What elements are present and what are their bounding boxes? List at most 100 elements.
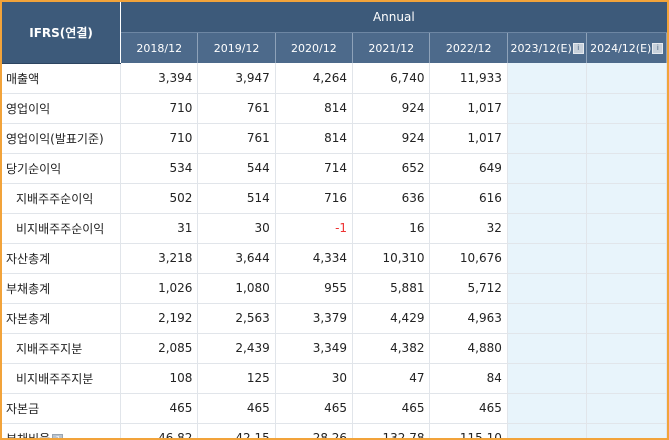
value-cell: 649 [429, 153, 508, 184]
info-icon[interactable]: i [572, 43, 584, 54]
value-cell: 11,933 [429, 63, 508, 94]
ifrs-header: IFRS(연결) [2, 2, 122, 64]
row-label-text: 영업이익 [6, 101, 51, 116]
row-label-text: 당기순이익 [6, 161, 62, 176]
estimate-cell [507, 393, 588, 424]
value-cell: 4,382 [352, 333, 431, 364]
estimate-cell [586, 183, 667, 214]
year-header-2019: 2019/12 [197, 32, 276, 63]
row-label-text: 부채총계 [6, 281, 51, 296]
value-cell: 16 [352, 213, 431, 244]
estimate-cell [507, 93, 588, 124]
row-label-text: 자산총계 [6, 251, 51, 266]
value-cell: 814 [275, 123, 354, 154]
row-label: 영업이익 [2, 93, 122, 124]
value-cell: 534 [120, 153, 199, 184]
value-cell: 4,264 [275, 63, 354, 94]
year-label: 2023/12(E) [510, 41, 572, 55]
row-label: 당기순이익 [2, 153, 122, 184]
value-cell: 10,676 [429, 243, 508, 274]
estimate-cell [586, 393, 667, 424]
table-row: 매출액 3,394 3,947 4,264 6,740 11,933 [2, 63, 667, 94]
table-row: 영업이익(발표기준) 710 761 814 924 1,017 [2, 123, 667, 154]
row-label-text: 매출액 [6, 71, 40, 86]
info-icon[interactable]: i [652, 43, 664, 54]
year-header-2020: 2020/12 [275, 32, 354, 63]
value-cell: 4,880 [429, 333, 508, 364]
estimate-cell [507, 423, 588, 438]
value-cell: 636 [352, 183, 431, 214]
value-cell: 3,947 [197, 63, 276, 94]
estimate-cell [586, 363, 667, 394]
row-label: 부채총계 [2, 273, 122, 304]
year-header-2022: 2022/12 [429, 32, 508, 63]
estimate-cell [507, 153, 588, 184]
value-cell: 4,963 [429, 303, 508, 334]
estimate-cell [507, 363, 588, 394]
table-row: 부채총계 1,026 1,080 955 5,881 5,712 [2, 273, 667, 304]
row-label-text: 영업이익(발표기준) [6, 131, 104, 146]
value-cell: -1 [275, 213, 354, 244]
year-label: 2022/12 [445, 41, 492, 55]
value-cell: 2,085 [120, 333, 199, 364]
value-cell: 1,080 [197, 273, 276, 304]
value-cell: 30 [197, 213, 276, 244]
table-row: 부채비율? 46.82 42.15 28.26 132.78 115.10 [2, 423, 667, 438]
table-row: 비지배주주지분 108 125 30 47 84 [2, 363, 667, 394]
value-cell: 652 [352, 153, 431, 184]
value-cell: 47 [352, 363, 431, 394]
row-label-text: 지배주주지분 [16, 341, 83, 356]
value-cell: 502 [120, 183, 199, 214]
table-row: 지배주주순이익 502 514 716 636 616 [2, 183, 667, 214]
value-cell: 924 [352, 123, 431, 154]
help-icon[interactable]: ? [52, 433, 64, 438]
row-label: 영업이익(발표기준) [2, 123, 122, 154]
row-label-text: 비지배주주순이익 [16, 221, 105, 236]
row-label-text: 비지배주주지분 [16, 371, 94, 386]
value-cell: 31 [120, 213, 199, 244]
value-cell: 132.78 [352, 423, 431, 438]
table-row: 자본금 465 465 465 465 465 [2, 393, 667, 424]
value-cell: 814 [275, 93, 354, 124]
value-cell: 2,563 [197, 303, 276, 334]
estimate-cell [507, 63, 588, 94]
estimate-cell [586, 123, 667, 154]
value-cell: 544 [197, 153, 276, 184]
value-cell: 710 [120, 123, 199, 154]
estimate-cell [586, 243, 667, 274]
annual-header: Annual [120, 2, 667, 33]
row-label: 부채비율? [2, 423, 122, 438]
row-label-text: 자본총계 [6, 311, 51, 326]
estimate-cell [586, 153, 667, 184]
year-label: 2024/12(E) [590, 41, 652, 55]
estimate-cell [507, 273, 588, 304]
estimate-cell [586, 93, 667, 124]
year-label: 2020/12 [291, 41, 337, 55]
value-cell: 616 [429, 183, 508, 214]
year-header-2021: 2021/12 [352, 32, 431, 63]
value-cell: 6,740 [352, 63, 431, 94]
table-row: 자본총계 2,192 2,563 3,379 4,429 4,963 [2, 303, 667, 334]
value-cell: 3,394 [120, 63, 199, 94]
estimate-cell [586, 63, 667, 94]
value-cell: 10,310 [352, 243, 431, 274]
year-header-2024e: 2024/12(E) i [586, 32, 667, 63]
row-label: 자본총계 [2, 303, 122, 334]
value-cell: 28.26 [275, 423, 354, 438]
year-label: 2021/12 [368, 41, 415, 55]
value-cell: 465 [275, 393, 354, 424]
estimate-cell [507, 213, 588, 244]
value-cell: 1,017 [429, 93, 508, 124]
table-row: 자산총계 3,218 3,644 4,334 10,310 10,676 [2, 243, 667, 274]
value-cell: 1,017 [429, 123, 508, 154]
row-label-text: 자본금 [6, 401, 40, 416]
estimate-cell [507, 303, 588, 334]
year-header-2018: 2018/12 [120, 32, 199, 63]
table-row: 지배주주지분 2,085 2,439 3,349 4,382 4,880 [2, 333, 667, 364]
table-row: 비지배주주순이익 31 30 -1 16 32 [2, 213, 667, 244]
value-cell: 924 [352, 93, 431, 124]
table-row: 당기순이익 534 544 714 652 649 [2, 153, 667, 184]
value-cell: 84 [429, 363, 508, 394]
